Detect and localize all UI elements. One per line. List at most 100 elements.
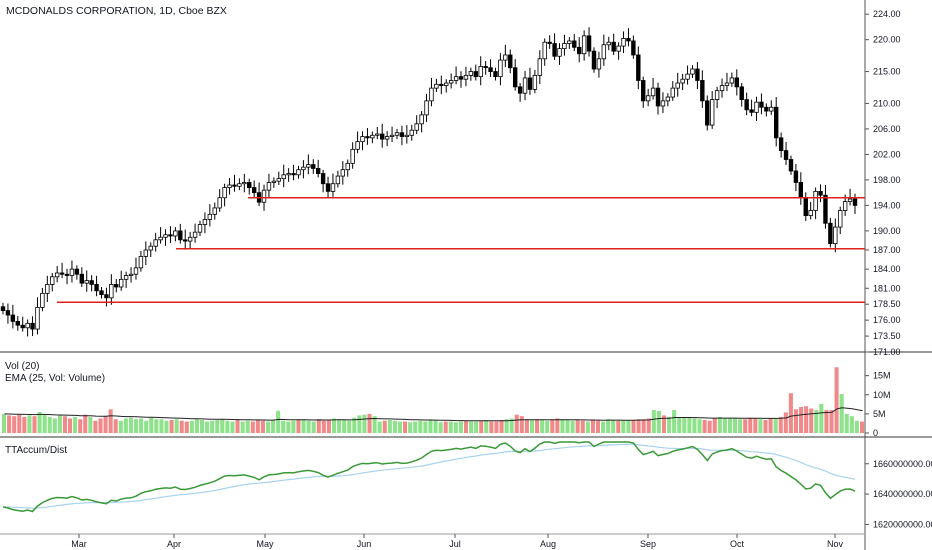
candle <box>709 99 715 126</box>
volume-bar <box>519 416 524 433</box>
candle <box>439 83 444 86</box>
candle <box>641 80 646 102</box>
volume-bar <box>661 415 667 433</box>
candle <box>645 95 651 102</box>
volume-bar <box>73 416 78 433</box>
volume-bar <box>337 419 342 433</box>
volume-bar <box>849 416 854 433</box>
candle <box>778 137 784 151</box>
volume-bar <box>128 417 133 433</box>
volume-bar <box>403 421 408 433</box>
candle <box>123 275 129 280</box>
volume-bar <box>783 412 788 433</box>
candle <box>650 87 656 97</box>
volume-bar <box>331 418 337 433</box>
candle <box>586 35 592 52</box>
x-tick-label: Sep <box>640 539 656 549</box>
candle <box>478 66 483 78</box>
volume-bar <box>651 410 656 433</box>
volume-bar <box>621 420 626 433</box>
candle <box>734 77 740 88</box>
volume-bar <box>479 420 484 433</box>
volume-bar <box>265 421 271 433</box>
volume-bar <box>286 421 291 433</box>
volume-bar <box>555 418 560 433</box>
candle <box>30 322 35 330</box>
volume-bar <box>580 420 585 433</box>
candle <box>498 59 503 78</box>
candle <box>581 35 587 55</box>
candle <box>749 109 754 113</box>
candle <box>40 292 45 308</box>
volume-bar <box>32 416 37 433</box>
candle <box>744 99 749 111</box>
accum-y-tick-label: 1620000000.00 <box>873 519 932 529</box>
candle <box>375 133 380 136</box>
candle <box>5 310 11 316</box>
volume-bar <box>484 420 489 433</box>
volume-bar <box>154 419 159 433</box>
volume-bar <box>626 420 631 433</box>
volume-bar <box>788 393 793 433</box>
x-tick-label: Aug <box>540 539 556 549</box>
volume-bar <box>819 403 824 433</box>
volume-bar <box>448 421 453 433</box>
volume-bar <box>27 415 32 433</box>
volume-bar <box>12 416 17 433</box>
volume-bar <box>108 409 113 433</box>
volume-bar <box>418 420 423 433</box>
volume-bar <box>144 420 149 433</box>
x-tick-label: Jun <box>357 539 372 549</box>
candle <box>69 268 75 276</box>
x-tick-label: Apr <box>167 539 181 549</box>
candle <box>508 54 513 69</box>
volume-bar <box>103 416 108 433</box>
volume-bar <box>722 418 727 433</box>
y-tick-label: 176.00 <box>873 315 901 325</box>
candle <box>453 76 459 81</box>
candle <box>0 306 6 311</box>
candle <box>685 73 690 80</box>
candle <box>631 40 636 56</box>
candle <box>15 321 20 326</box>
candle <box>601 44 607 60</box>
candle <box>384 136 390 140</box>
candle <box>380 133 385 140</box>
candle <box>611 41 616 52</box>
y-tick-label: 184.00 <box>873 264 901 274</box>
candle <box>616 45 621 52</box>
volume-bar <box>758 419 763 433</box>
accum-ma-line <box>2 443 856 509</box>
candle <box>626 38 631 42</box>
volume-bar <box>702 420 707 433</box>
volume-bar <box>174 419 179 433</box>
volume-bar <box>611 420 616 433</box>
candle <box>695 68 700 81</box>
volume-bar <box>550 420 555 433</box>
volume-bar <box>67 418 73 433</box>
volume-bar <box>240 421 245 433</box>
candle <box>247 182 252 188</box>
volume-bar <box>763 420 768 433</box>
volume-bar <box>672 410 677 433</box>
candle <box>823 194 828 224</box>
vol-y-tick-label: 0 <box>873 428 878 438</box>
candle <box>714 90 720 100</box>
volume-bar <box>585 421 590 433</box>
volume-bar <box>824 410 829 433</box>
candle <box>281 174 286 180</box>
candle <box>473 71 478 78</box>
volume-bar <box>220 419 225 433</box>
volume-bar <box>382 420 387 433</box>
candle <box>527 77 533 90</box>
candle <box>660 100 666 107</box>
volume-bar <box>524 419 529 433</box>
candle <box>557 48 562 57</box>
candle <box>759 101 764 108</box>
candle <box>409 129 414 136</box>
volume-bar <box>509 418 514 433</box>
volume-bar <box>514 414 519 433</box>
candle <box>79 273 84 284</box>
candle <box>325 183 331 192</box>
